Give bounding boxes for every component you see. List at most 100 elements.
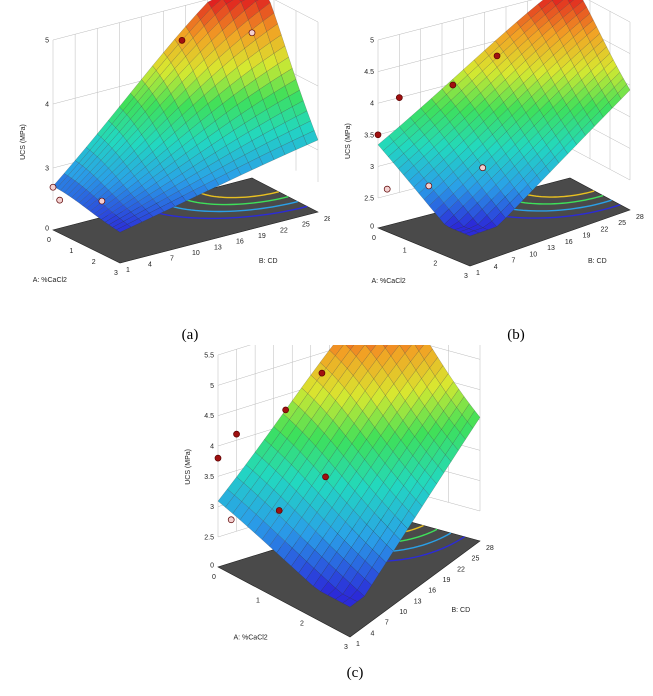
x-tick-label: 3 (464, 273, 468, 280)
z-tick-label: 5 (370, 38, 374, 45)
y-tick-label: 22 (280, 227, 288, 234)
panel-caption: (b) (507, 327, 525, 343)
design-point (99, 198, 105, 204)
z-tick-label: 4 (370, 101, 374, 108)
panel-caption: (c) (347, 665, 364, 681)
y-tick-label: 10 (529, 251, 537, 258)
y-tick-label: 16 (565, 239, 573, 246)
z-tick-label: 2.5 (204, 535, 214, 542)
z-axis-label: UCS (MPa) (345, 123, 352, 159)
x-tick-label: 0 (372, 235, 376, 242)
y-tick-label: 28 (636, 214, 644, 221)
z-tick-label: 5 (45, 38, 49, 45)
x-tick-label: 2 (300, 621, 304, 628)
design-point (494, 53, 500, 59)
y-tick-label: 19 (258, 233, 266, 240)
z-tick-label: 0 (370, 224, 374, 231)
z-axis-c: 0 2.5 3 3.5 4 4.5 5 5.5 UCS (MPa) (185, 353, 214, 570)
z-axis-a: 0 3 4 5 UCS (MPa) (20, 38, 49, 233)
y-tick-label: 1 (356, 641, 360, 648)
y-tick-label: 13 (214, 244, 222, 251)
y-tick-label: 16 (236, 239, 244, 246)
design-point (375, 132, 381, 138)
design-point (384, 186, 390, 192)
y-tick-label: 4 (370, 630, 374, 637)
y-tick-label: 10 (399, 609, 407, 616)
surface-plot-c: 0 2.5 3 3.5 4 4.5 5 5.5 UCS (MPa) 0 1 2 3 A: %CaCl2 1 4… (160, 345, 500, 691)
z-tick-label: 4 (210, 444, 214, 451)
x-tick-label: 2 (92, 259, 96, 266)
z-tick-label: 4 (45, 102, 49, 109)
surface-plot-a: 0 3 4 5 UCS (MPa) 0 1 2 3 A: %CaCl2 1 4 7 10 13 16 19 22 2… (0, 0, 330, 345)
y-tick-label: 7 (512, 258, 516, 265)
x-tick-label: 1 (256, 597, 260, 604)
x-tick-label: 0 (212, 574, 216, 581)
y-tick-label: 22 (600, 226, 608, 233)
y-tick-label: 4 (148, 261, 152, 268)
x-axis-label: A: %CaCl2 (371, 278, 405, 285)
z-tick-label: 0 (45, 226, 49, 233)
y-tick-label: 16 (428, 588, 436, 595)
design-point (50, 184, 56, 190)
y-tick-label: 10 (192, 250, 200, 257)
design-point (283, 407, 289, 413)
design-point (57, 197, 63, 203)
x-tick-label: 1 (403, 248, 407, 255)
x-tick-label: 0 (47, 237, 51, 244)
y-tick-label: 13 (414, 598, 422, 605)
y-axis-label: B: CD (588, 258, 607, 265)
y-axis-label: B: CD (259, 258, 278, 265)
design-point (450, 82, 456, 88)
y-tick-label: 25 (618, 220, 626, 227)
z-tick-label: 3.5 (204, 474, 214, 481)
y-tick-label: 19 (443, 577, 451, 584)
y-tick-label: 4 (494, 264, 498, 271)
y-tick-label: 7 (385, 620, 389, 627)
design-point (215, 455, 221, 461)
z-axis-b: 0 2.5 3 3.5 4 4.5 5 UCS (MPa) (345, 38, 374, 231)
design-point (249, 30, 255, 36)
y-tick-label: 28 (486, 545, 494, 552)
y-tick-label: 1 (476, 270, 480, 277)
design-point (426, 183, 432, 189)
x-tick-label: 1 (69, 248, 73, 255)
y-tick-label: 7 (170, 256, 174, 263)
z-tick-label: 0 (210, 563, 214, 570)
y-tick-label: 19 (583, 233, 591, 240)
panel-caption: (a) (182, 327, 199, 343)
z-axis-label: UCS (MPa) (185, 449, 192, 485)
z-tick-label: 3 (370, 164, 374, 171)
z-tick-label: 3 (210, 504, 214, 511)
y-tick-label: 25 (472, 556, 480, 563)
z-tick-label: 3.5 (364, 132, 374, 139)
z-tick-label: 5 (210, 383, 214, 390)
design-point (480, 165, 486, 171)
y-tick-label: 22 (457, 566, 465, 573)
z-tick-label: 4.5 (364, 69, 374, 76)
y-tick-label: 13 (547, 245, 555, 252)
design-point (228, 517, 234, 523)
z-tick-label: 2.5 (364, 196, 374, 203)
surface-plot-b-svg: 0 2.5 3 3.5 4 4.5 5 UCS (MPa) 0 1 2 3 A: %CaCl2 1 4 7 10… (330, 0, 653, 345)
surface-plot-b: 0 2.5 3 3.5 4 4.5 5 UCS (MPa) 0 1 2 3 A: %CaCl2 1 4 7 10… (330, 0, 653, 345)
design-point (319, 370, 325, 376)
x-tick-label: 3 (114, 270, 118, 277)
design-point (276, 507, 282, 513)
y-axis-label: B: CD (452, 607, 471, 614)
x-axis-label: A: %CaCl2 (233, 635, 267, 642)
x-tick-label: 2 (433, 260, 437, 267)
y-tick-label: 1 (126, 267, 130, 274)
x-tick-label: 3 (344, 644, 348, 651)
surface-plot-c-svg: 0 2.5 3 3.5 4 4.5 5 5.5 UCS (MPa) 0 1 2 3 A: %CaCl2 1 4… (160, 345, 500, 691)
z-axis-label: UCS (MPa) (20, 124, 27, 160)
z-tick-label: 4.5 (204, 413, 214, 420)
z-tick-label: 5.5 (204, 353, 214, 360)
design-point (179, 37, 185, 43)
x-axis-label: A: %CaCl2 (33, 277, 67, 284)
y-tick-label: 25 (302, 222, 310, 229)
surface-plot-a-svg: 0 3 4 5 UCS (MPa) 0 1 2 3 A: %CaCl2 1 4 7 10 13 16 19 22 2… (0, 0, 330, 345)
z-tick-label: 3 (45, 166, 49, 173)
design-point (323, 474, 329, 480)
design-point (234, 431, 240, 437)
design-point (396, 95, 402, 101)
